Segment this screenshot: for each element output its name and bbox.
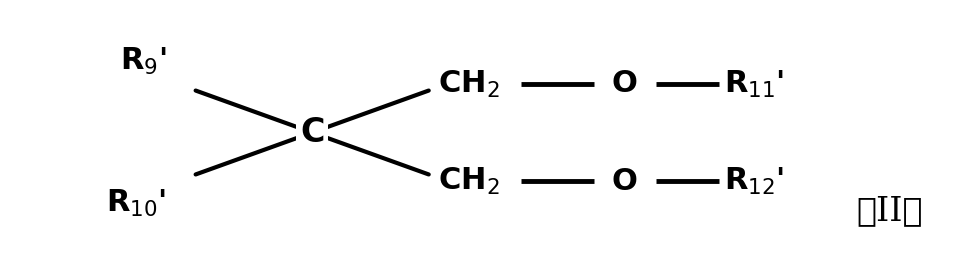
- Text: 式II，: 式II，: [857, 195, 923, 227]
- Text: R$_9$': R$_9$': [120, 46, 167, 77]
- Text: O: O: [612, 69, 638, 99]
- Text: R$_{11}$': R$_{11}$': [724, 68, 784, 100]
- Text: O: O: [612, 166, 638, 196]
- Text: C: C: [300, 116, 324, 149]
- Text: CH$_2$: CH$_2$: [438, 165, 500, 197]
- Text: R$_{10}$': R$_{10}$': [106, 188, 167, 219]
- Text: CH$_2$: CH$_2$: [438, 68, 500, 100]
- Text: R$_{12}$': R$_{12}$': [724, 165, 784, 197]
